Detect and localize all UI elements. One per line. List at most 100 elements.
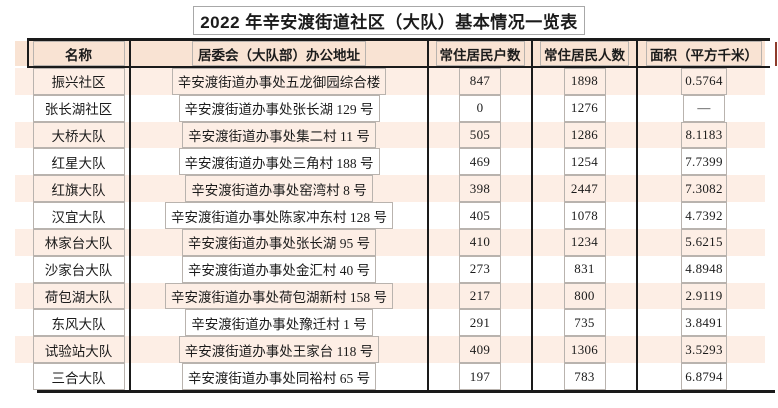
name-cell: 大桥大队	[28, 121, 129, 149]
area-cell: 2.9119	[638, 282, 770, 310]
header-stripe	[15, 41, 765, 66]
area-cell: 3.8491	[638, 309, 770, 337]
title-row: 2022 年辛安渡街道社区（大队）基本情况一览表	[0, 6, 778, 35]
households-cell: 197	[429, 363, 531, 390]
address-cell-text: 辛安渡街道办事处集二村 11 号	[182, 121, 376, 149]
header-households-text: 常住居民户数	[435, 41, 525, 66]
households-cell: 410	[429, 228, 531, 256]
area-cell-text: 3.8491	[681, 309, 727, 337]
households-cell-text: 409	[459, 336, 501, 364]
column-divider-1	[129, 38, 131, 391]
population-cell: 1234	[533, 228, 636, 256]
area-cell: 4.7392	[638, 202, 770, 229]
name-cell-text: 试验站大队	[32, 336, 125, 364]
table-row: 沙家台大队 辛安渡街道办事处金汇村 40 号 273 831 4.8948	[0, 255, 778, 283]
address-cell-text: 辛安渡街道办事处荷包湖新村 158 号	[165, 282, 393, 310]
name-cell-text: 大桥大队	[32, 121, 125, 149]
households-cell: 847	[429, 68, 531, 95]
population-cell-text: 783	[563, 363, 606, 390]
address-cell-text: 辛安渡街道办事处同裕村 65 号	[181, 363, 377, 390]
area-cell-text: 8.1183	[681, 121, 727, 149]
header-households: 常住居民户数	[429, 41, 531, 66]
address-cell-text: 辛安渡街道办事处窑湾村 8 号	[185, 175, 373, 203]
population-cell: 1898	[533, 68, 636, 95]
table-row: 振兴社区 辛安渡街道办事处五龙御园综合楼 847 1898 0.5764	[0, 68, 778, 95]
households-cell-text: 410	[459, 228, 501, 256]
header-right-edge-tick	[775, 42, 777, 66]
name-cell: 沙家台大队	[28, 255, 129, 283]
households-cell-text: 217	[459, 282, 501, 310]
households-cell: 291	[429, 309, 531, 337]
households-cell-text: 505	[459, 121, 501, 149]
address-cell-text: 辛安渡街道办事处王家台 118 号	[178, 336, 380, 364]
address-cell: 辛安渡街道办事处三角村 188 号	[131, 148, 427, 176]
address-cell-text: 辛安渡街道办事处陈家冲东村 128 号	[165, 202, 393, 229]
population-cell: 1276	[533, 94, 636, 122]
address-cell: 辛安渡街道办事处荷包湖新村 158 号	[131, 282, 427, 310]
name-cell-text: 荷包湖大队	[32, 282, 125, 310]
header-population: 常住居民人数	[533, 41, 636, 66]
households-cell: 409	[429, 336, 531, 364]
header-name: 名称	[28, 41, 129, 66]
table-row: 荷包湖大队 辛安渡街道办事处荷包湖新村 158 号 217 800 2.9119	[0, 282, 778, 310]
population-cell: 800	[533, 282, 636, 310]
name-cell-text: 东风大队	[32, 309, 125, 337]
households-cell-text: 398	[459, 175, 501, 203]
area-cell-text: 3.5293	[681, 336, 727, 364]
column-divider-2	[427, 38, 429, 391]
header-area-text: 面积（平方千米）	[646, 41, 762, 66]
table-row: 红星大队 辛安渡街道办事处三角村 188 号 469 1254 7.7399	[0, 148, 778, 176]
address-cell: 辛安渡街道办事处陈家冲东村 128 号	[131, 202, 427, 229]
area-cell: —	[638, 94, 770, 122]
area-cell: 7.7399	[638, 148, 770, 176]
table-row: 红旗大队 辛安渡街道办事处窑湾村 8 号 398 2447 7.3082	[0, 175, 778, 203]
population-cell-text: 1254	[563, 148, 606, 176]
name-cell: 汉宜大队	[28, 202, 129, 229]
address-cell-text: 辛安渡街道办事处张长湖 95 号	[181, 228, 377, 256]
address-cell: 辛安渡街道办事处张长湖 129 号	[131, 94, 427, 122]
area-cell: 6.8794	[638, 363, 770, 390]
table-row: 汉宜大队 辛安渡街道办事处陈家冲东村 128 号 405 1078 4.7392	[0, 202, 778, 229]
header-address-text: 居委会（大队部）办公地址	[192, 41, 366, 66]
header-address: 居委会（大队部）办公地址	[131, 41, 427, 66]
area-cell: 8.1183	[638, 121, 770, 149]
name-cell: 红旗大队	[28, 175, 129, 203]
population-cell-text: 1306	[563, 336, 606, 364]
population-cell-text: 1276	[563, 94, 606, 122]
households-cell: 273	[429, 255, 531, 283]
name-cell-text: 汉宜大队	[32, 202, 125, 229]
households-cell: 217	[429, 282, 531, 310]
table-row: 张长湖社区 辛安渡街道办事处张长湖 129 号 0 1276 —	[0, 94, 778, 122]
area-cell: 7.3082	[638, 175, 770, 203]
name-cell-text: 林家台大队	[32, 228, 125, 256]
name-cell: 试验站大队	[28, 336, 129, 364]
area-cell-text: 4.7392	[681, 202, 727, 229]
households-cell-text: 469	[459, 148, 501, 176]
area-cell-text: 2.9119	[681, 282, 727, 310]
table-row: 试验站大队 辛安渡街道办事处王家台 118 号 409 1306 3.5293	[0, 336, 778, 364]
header-name-text: 名称	[32, 41, 125, 66]
header-left-edge-tick	[27, 38, 29, 66]
population-cell: 735	[533, 309, 636, 337]
name-cell-text: 张长湖社区	[32, 94, 125, 122]
population-cell-text: 2447	[563, 175, 606, 203]
population-cell-text: 1286	[563, 121, 606, 149]
address-cell-text: 辛安渡街道办事处三角村 188 号	[178, 148, 380, 176]
row-stripe	[15, 68, 765, 95]
population-cell: 1078	[533, 202, 636, 229]
households-cell-text: 197	[459, 363, 501, 390]
row-stripe	[15, 282, 765, 310]
table-row: 林家台大队 辛安渡街道办事处张长湖 95 号 410 1234 5.6215	[0, 228, 778, 256]
address-cell: 辛安渡街道办事处金汇村 40 号	[131, 255, 427, 283]
address-cell-text: 辛安渡街道办事处豫迁村 1 号	[185, 309, 373, 337]
header-population-text: 常住居民人数	[540, 41, 629, 66]
name-cell: 东风大队	[28, 309, 129, 337]
population-cell: 1254	[533, 148, 636, 176]
area-cell: 3.5293	[638, 336, 770, 364]
table-row: 大桥大队 辛安渡街道办事处集二村 11 号 505 1286 8.1183	[0, 121, 778, 149]
area-cell-text: 7.7399	[681, 148, 727, 176]
households-cell: 405	[429, 202, 531, 229]
name-cell: 红星大队	[28, 148, 129, 176]
row-stripe	[15, 228, 765, 256]
address-cell-text: 辛安渡街道办事处张长湖 129 号	[178, 94, 380, 122]
